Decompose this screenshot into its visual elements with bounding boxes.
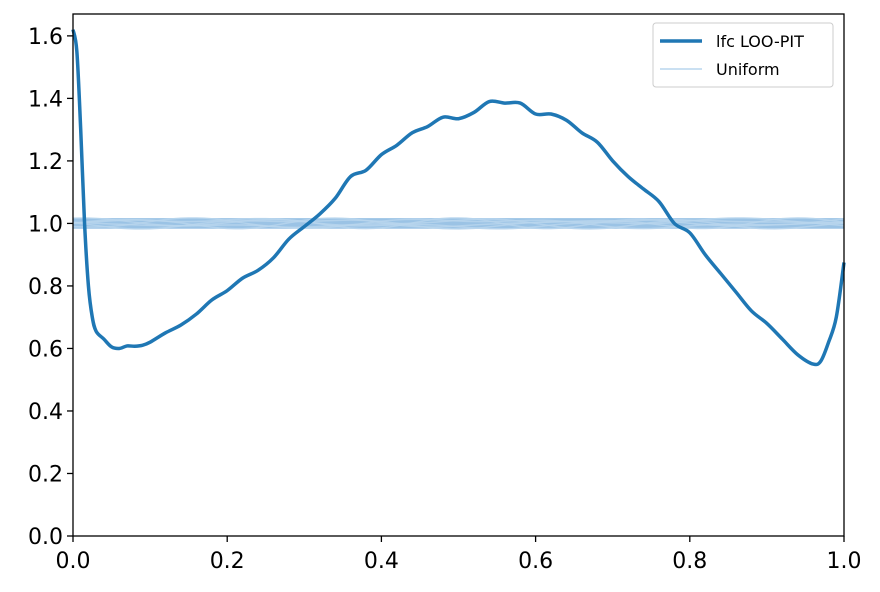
uniform-sample-line <box>72 217 845 230</box>
series-line-lfc-loo-pit <box>71 29 846 367</box>
y-tick-label: 0.4 <box>28 400 63 425</box>
y-tick-label: 1.0 <box>28 212 63 237</box>
plot-background <box>73 14 844 536</box>
plot-frame <box>72 13 845 537</box>
uniform-sample-line <box>72 218 845 230</box>
x-tick-label: 1.0 <box>827 549 862 574</box>
x-tick-label: 0.0 <box>56 549 91 574</box>
x-tick-label: 0.4 <box>364 549 399 574</box>
y-tick-label: 0.6 <box>28 337 63 362</box>
y-tick-label: 1.4 <box>28 87 63 112</box>
y-tick-label: 0.2 <box>28 462 63 487</box>
y-tick-label: 0.0 <box>28 525 63 550</box>
x-tick-label: 0.2 <box>210 549 245 574</box>
x-tick-label: 0.8 <box>672 549 707 574</box>
x-tick-label: 0.6 <box>518 549 553 574</box>
legend-label-lfc: lfc LOO-PIT <box>716 32 804 51</box>
y-tick-label: 0.8 <box>28 275 63 300</box>
legend-label-uniform: Uniform <box>716 60 780 79</box>
y-tick-label: 1.6 <box>28 25 63 50</box>
y-tick-label: 1.2 <box>28 150 63 175</box>
series-layer <box>71 29 846 367</box>
uniform-sample-line <box>72 217 845 230</box>
uniform-band <box>72 217 845 230</box>
legend: lfc LOO-PIT Uniform <box>652 22 834 88</box>
uniform-sample-line <box>72 217 845 230</box>
x-axis: 0.0 0.2 0.4 0.6 0.8 1.0 <box>56 536 862 574</box>
legend-box <box>652 22 834 88</box>
uniform-band-fill <box>73 218 844 229</box>
y-axis: 0.0 0.2 0.4 0.6 0.8 1.0 1.2 1.4 1.6 <box>28 25 73 550</box>
